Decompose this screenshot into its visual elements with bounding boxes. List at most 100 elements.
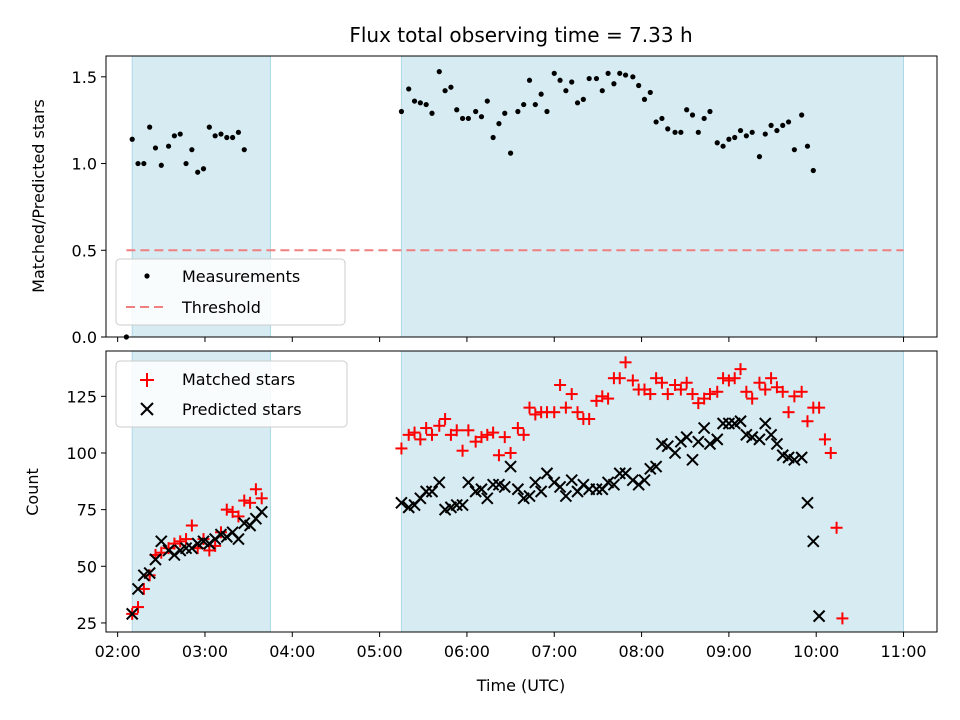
legend-label-predicted: Predicted stars — [182, 400, 302, 419]
measurement-point — [563, 88, 569, 94]
matched-star-point — [583, 412, 596, 425]
predicted-star-point — [419, 485, 433, 498]
predicted-star-point — [425, 485, 439, 498]
predicted-star-point — [179, 541, 193, 555]
measurement-point — [804, 143, 811, 149]
predicted-star-point — [680, 430, 693, 444]
measurement-point — [398, 108, 405, 115]
measurement-point — [593, 75, 600, 82]
top-y-axis-label: Matched/Predicted stars — [29, 99, 48, 293]
matched-star-point — [475, 431, 488, 444]
measurement-point — [521, 101, 527, 108]
predicted-star-point — [686, 453, 699, 466]
predicted-star-point — [498, 480, 511, 494]
predicted-star-point — [745, 430, 759, 444]
measurement-point — [785, 119, 792, 125]
bottom-y-ticks: 25 50 75 100 125 — [66, 387, 106, 633]
legend-label-matched: Matched stars — [182, 370, 295, 389]
top-y-ticks: 0.0 0.5 1.0 1.5 — [72, 68, 106, 347]
matched-star-point — [626, 374, 639, 387]
matched-star-point — [132, 601, 145, 614]
measurement-point — [135, 160, 141, 167]
matched-star-point — [728, 372, 741, 385]
matched-star-point — [644, 388, 657, 401]
predicted-star-point — [559, 489, 573, 503]
measurement-point — [665, 126, 671, 132]
measurement-point — [695, 129, 701, 135]
matched-star-point — [492, 449, 505, 462]
measurement-point — [478, 114, 485, 120]
matched-star-point — [830, 521, 843, 534]
measurement-point — [158, 162, 164, 168]
predicted-star-point — [433, 476, 446, 489]
top-x-ticks — [117, 337, 905, 342]
predicted-star-point — [511, 483, 525, 496]
measurement-point — [810, 167, 816, 174]
predicted-star-point — [232, 532, 245, 546]
measurement-point — [762, 131, 768, 137]
predicted-star-point — [540, 467, 554, 480]
measurement-point — [732, 134, 738, 141]
measurement-point — [672, 129, 678, 135]
matched-star-point — [740, 385, 753, 398]
matched-star-point — [511, 422, 524, 435]
predicted-star-point — [607, 478, 621, 491]
matched-star-point — [824, 446, 837, 459]
measurement-point — [557, 77, 563, 83]
measurement-point — [129, 136, 135, 142]
measurement-point — [417, 100, 423, 106]
predicted-star-point — [131, 582, 145, 596]
measurement-point — [490, 134, 496, 141]
measurement-point — [502, 110, 508, 116]
matched-star-point — [450, 424, 463, 437]
measurement-point — [230, 134, 236, 141]
matched-star-point — [433, 419, 446, 432]
y-tick-label: 100 — [66, 444, 97, 463]
predicted-star-point — [795, 451, 808, 464]
measurement-point — [538, 91, 544, 97]
matched-star-point — [818, 433, 831, 446]
matched-star-point — [801, 415, 814, 428]
measurement-point — [641, 96, 648, 102]
matched-star-point — [813, 401, 826, 414]
predicted-star-point — [613, 467, 626, 480]
measurement-point — [429, 110, 435, 116]
predicted-star-point — [523, 489, 536, 503]
measurement-point — [200, 166, 207, 172]
predicted-star-point — [149, 553, 162, 566]
predicted-star-point — [753, 433, 766, 446]
matched-star-point — [456, 444, 469, 457]
matched-star-point — [602, 392, 615, 405]
measurement-point — [212, 133, 218, 139]
top-legend-box — [115, 258, 346, 326]
matched-star-point — [143, 569, 156, 582]
y-tick-label: 75 — [77, 501, 97, 520]
measurement-point — [224, 134, 230, 141]
matched-star-point — [795, 385, 808, 398]
x-tick-label: 05:00 — [357, 642, 403, 661]
measurement-point — [586, 75, 592, 82]
predicted-star-point — [770, 437, 784, 451]
matched-star-point — [554, 378, 567, 391]
matched-star-point — [232, 510, 245, 523]
measurement-point — [141, 160, 147, 167]
bottom-legend: Matched stars Predicted stars — [115, 360, 348, 428]
matched-star-point — [703, 388, 716, 401]
matched-star-point — [402, 428, 415, 441]
x-tick-label: 04:00 — [269, 642, 315, 661]
measurement-point — [749, 129, 755, 135]
matched-star-point — [711, 385, 724, 398]
measurement-point — [448, 84, 454, 90]
predicted-star-point — [143, 566, 156, 580]
matched-star-point — [439, 412, 452, 425]
measurement-point — [611, 81, 617, 87]
matched-star-point — [548, 406, 561, 419]
matched-star-point — [137, 582, 150, 595]
x-tick-label: 07:00 — [531, 642, 577, 661]
measurement-point — [544, 108, 550, 115]
matched-star-point — [746, 392, 759, 405]
predicted-star-point — [125, 607, 139, 621]
matched-star-point — [655, 376, 668, 389]
matched-star-point — [765, 372, 778, 385]
measurement-point — [241, 147, 247, 153]
